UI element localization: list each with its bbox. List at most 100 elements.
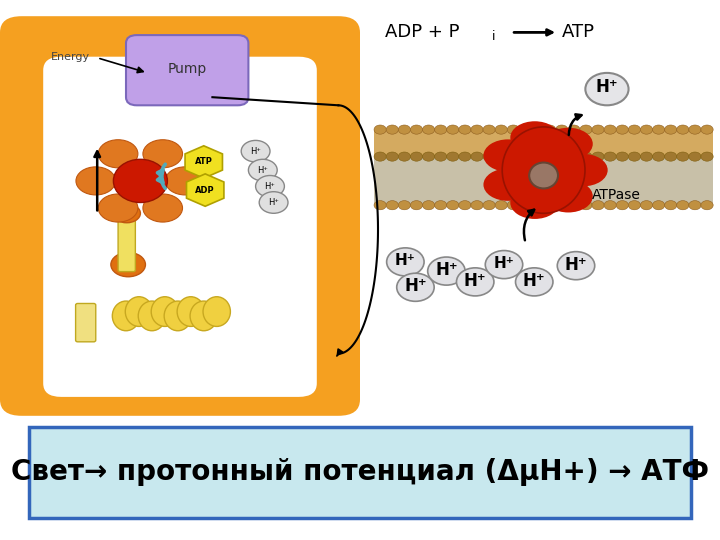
Circle shape [665, 125, 677, 134]
Circle shape [677, 152, 689, 161]
Text: H⁺: H⁺ [395, 253, 415, 268]
Circle shape [665, 152, 677, 161]
Circle shape [640, 201, 652, 210]
Circle shape [241, 140, 270, 162]
Circle shape [428, 257, 465, 285]
Circle shape [435, 152, 447, 161]
Circle shape [519, 201, 531, 210]
Circle shape [410, 125, 423, 134]
Circle shape [701, 125, 713, 134]
Circle shape [592, 125, 604, 134]
Circle shape [557, 252, 595, 280]
Text: Свет→ протонный потенциал (ΔμH+) → АТФ: Свет→ протонный потенциал (ΔμH+) → АТФ [11, 458, 709, 487]
Circle shape [483, 201, 495, 210]
Circle shape [568, 201, 580, 210]
Circle shape [507, 125, 519, 134]
Circle shape [410, 201, 423, 210]
Ellipse shape [76, 167, 115, 195]
Circle shape [689, 125, 701, 134]
Text: ATP: ATP [195, 158, 212, 166]
Circle shape [397, 273, 434, 301]
Circle shape [374, 152, 387, 161]
Circle shape [386, 125, 398, 134]
Circle shape [519, 125, 531, 134]
Circle shape [531, 201, 544, 210]
Circle shape [544, 125, 556, 134]
Text: H⁺: H⁺ [268, 198, 279, 207]
FancyBboxPatch shape [126, 35, 248, 105]
Circle shape [471, 152, 483, 161]
Circle shape [374, 125, 387, 134]
FancyBboxPatch shape [0, 16, 360, 416]
Circle shape [435, 201, 447, 210]
Circle shape [483, 152, 495, 161]
Circle shape [544, 201, 556, 210]
Text: H⁺: H⁺ [404, 277, 427, 295]
Text: H⁺: H⁺ [464, 272, 487, 290]
Circle shape [677, 125, 689, 134]
Circle shape [456, 268, 494, 296]
Ellipse shape [510, 122, 559, 154]
Circle shape [701, 201, 713, 210]
Text: i: i [492, 30, 495, 43]
Ellipse shape [544, 128, 593, 160]
Ellipse shape [125, 297, 153, 326]
Text: Pump: Pump [168, 62, 207, 76]
Ellipse shape [559, 154, 608, 186]
Circle shape [592, 152, 604, 161]
Ellipse shape [503, 127, 585, 213]
Text: H⁺: H⁺ [595, 78, 618, 97]
Ellipse shape [143, 140, 183, 168]
Circle shape [446, 125, 459, 134]
Circle shape [616, 125, 629, 134]
Ellipse shape [483, 168, 532, 201]
Ellipse shape [151, 297, 179, 326]
Circle shape [259, 192, 288, 213]
Circle shape [616, 201, 629, 210]
Text: H⁺: H⁺ [564, 255, 588, 274]
Text: H⁺: H⁺ [435, 261, 458, 279]
Ellipse shape [143, 194, 183, 222]
Circle shape [398, 125, 410, 134]
Circle shape [495, 125, 508, 134]
Circle shape [568, 152, 580, 161]
Text: H⁺: H⁺ [264, 182, 276, 191]
Circle shape [485, 251, 523, 279]
Ellipse shape [190, 301, 217, 330]
Circle shape [423, 125, 435, 134]
Circle shape [556, 125, 568, 134]
Circle shape [423, 152, 435, 161]
Ellipse shape [510, 186, 559, 219]
Ellipse shape [544, 180, 593, 212]
Circle shape [471, 201, 483, 210]
Text: H⁺: H⁺ [523, 272, 546, 290]
FancyBboxPatch shape [76, 303, 96, 342]
Circle shape [398, 152, 410, 161]
Circle shape [629, 125, 641, 134]
Ellipse shape [529, 163, 558, 188]
FancyBboxPatch shape [118, 217, 135, 272]
FancyBboxPatch shape [43, 57, 317, 397]
Circle shape [556, 201, 568, 210]
Circle shape [580, 125, 592, 134]
Circle shape [459, 201, 471, 210]
Bar [374, 157, 713, 205]
Text: H⁺: H⁺ [257, 166, 269, 174]
Circle shape [616, 152, 629, 161]
Circle shape [471, 125, 483, 134]
Circle shape [652, 201, 665, 210]
Circle shape [652, 125, 665, 134]
Circle shape [516, 268, 553, 296]
Circle shape [248, 159, 277, 181]
Circle shape [580, 201, 592, 210]
Ellipse shape [483, 139, 532, 172]
Circle shape [640, 125, 652, 134]
Ellipse shape [138, 301, 166, 330]
Circle shape [629, 201, 641, 210]
Ellipse shape [99, 140, 138, 168]
Circle shape [446, 152, 459, 161]
Ellipse shape [112, 301, 140, 330]
Circle shape [531, 125, 544, 134]
Text: H⁺: H⁺ [250, 147, 261, 156]
Circle shape [531, 152, 544, 161]
